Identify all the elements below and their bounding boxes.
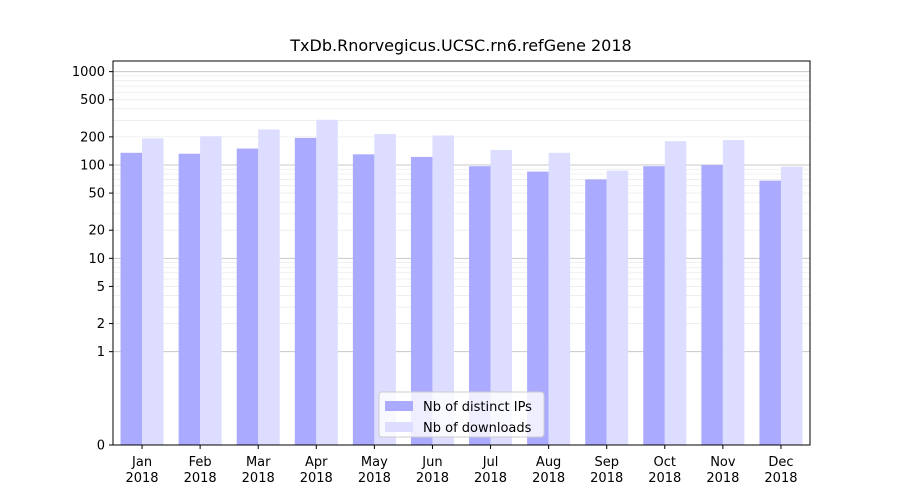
x-tick-label: Jan 2018 [125,455,158,486]
bar-downloads [490,149,513,445]
bars [120,119,803,446]
bar-distinct-ips [178,153,201,445]
bar-distinct-ips [469,166,491,446]
y-tick-label: 2 [97,317,105,332]
legend-swatch [385,401,413,411]
chart-title: TxDb.Rnorvegicus.UCSC.rn6.refGene 2018 [289,36,631,55]
bar-downloads [374,133,396,445]
x-tick-label: Sep 2018 [590,455,623,486]
x-tick-label: Apr 2018 [300,455,333,486]
y-tick-label: 1000 [72,65,105,80]
y-tick-label: 5 [97,280,105,295]
bar-distinct-ips [410,156,433,445]
legend-box [378,391,545,438]
bar-downloads [722,140,745,446]
x-tick-label: May 2018 [358,455,391,486]
y-tick-label: 20 [88,224,105,239]
bar-distinct-ips [120,152,143,445]
bar-distinct-ips [643,166,665,446]
legend-label: Nb of distinct IPs [423,400,532,415]
legend-swatch [385,422,413,432]
plot-frame [112,60,811,446]
grid-lines [113,71,810,353]
bar-downloads [664,141,687,445]
bar-distinct-ips [701,164,723,446]
x-tick-label: Feb 2018 [184,455,217,486]
y-tick-label: 100 [80,158,105,173]
bar-downloads [780,166,803,445]
x-tick-label: Dec 2018 [764,455,797,486]
y-tick-label: 1 [97,345,105,360]
y-tick-label: 50 [88,187,105,202]
x-tick-label: Oct 2018 [648,455,681,486]
y-tick-label: 0 [97,439,105,454]
x-tick-label: Jul 2018 [474,455,507,486]
x-tick-label: Aug 2018 [532,455,565,486]
legend: Nb of distinct IPs Nb of downloads [378,391,545,438]
bar-downloads [606,170,629,445]
axes: 0 1 2 5 10 20 50 100 200 500 1000 Jan 2018 Feb 2018 Mar… [72,60,811,486]
bar-distinct-ips [236,148,259,445]
x-tick-label: Mar 2018 [242,455,275,486]
x-tick-label: Nov 2018 [706,455,739,486]
bar-distinct-ips [294,137,317,445]
bar-downloads [200,136,222,446]
bar-downloads [432,135,454,445]
legend-label: Nb of downloads [423,421,532,436]
y-tick-label: 200 [80,130,105,145]
bar-downloads [142,138,164,446]
bar-distinct-ips [759,180,781,445]
bar-downloads [258,129,280,445]
y-tick-label: 500 [80,93,105,108]
bar-downloads [316,119,338,446]
bar-distinct-ips [585,179,607,445]
bar-distinct-ips [352,154,375,445]
x-tick-label: Jun 2018 [416,455,449,486]
y-tick-label: 10 [88,252,105,267]
bar-distinct-ips [527,171,549,445]
bar-downloads [548,152,571,445]
